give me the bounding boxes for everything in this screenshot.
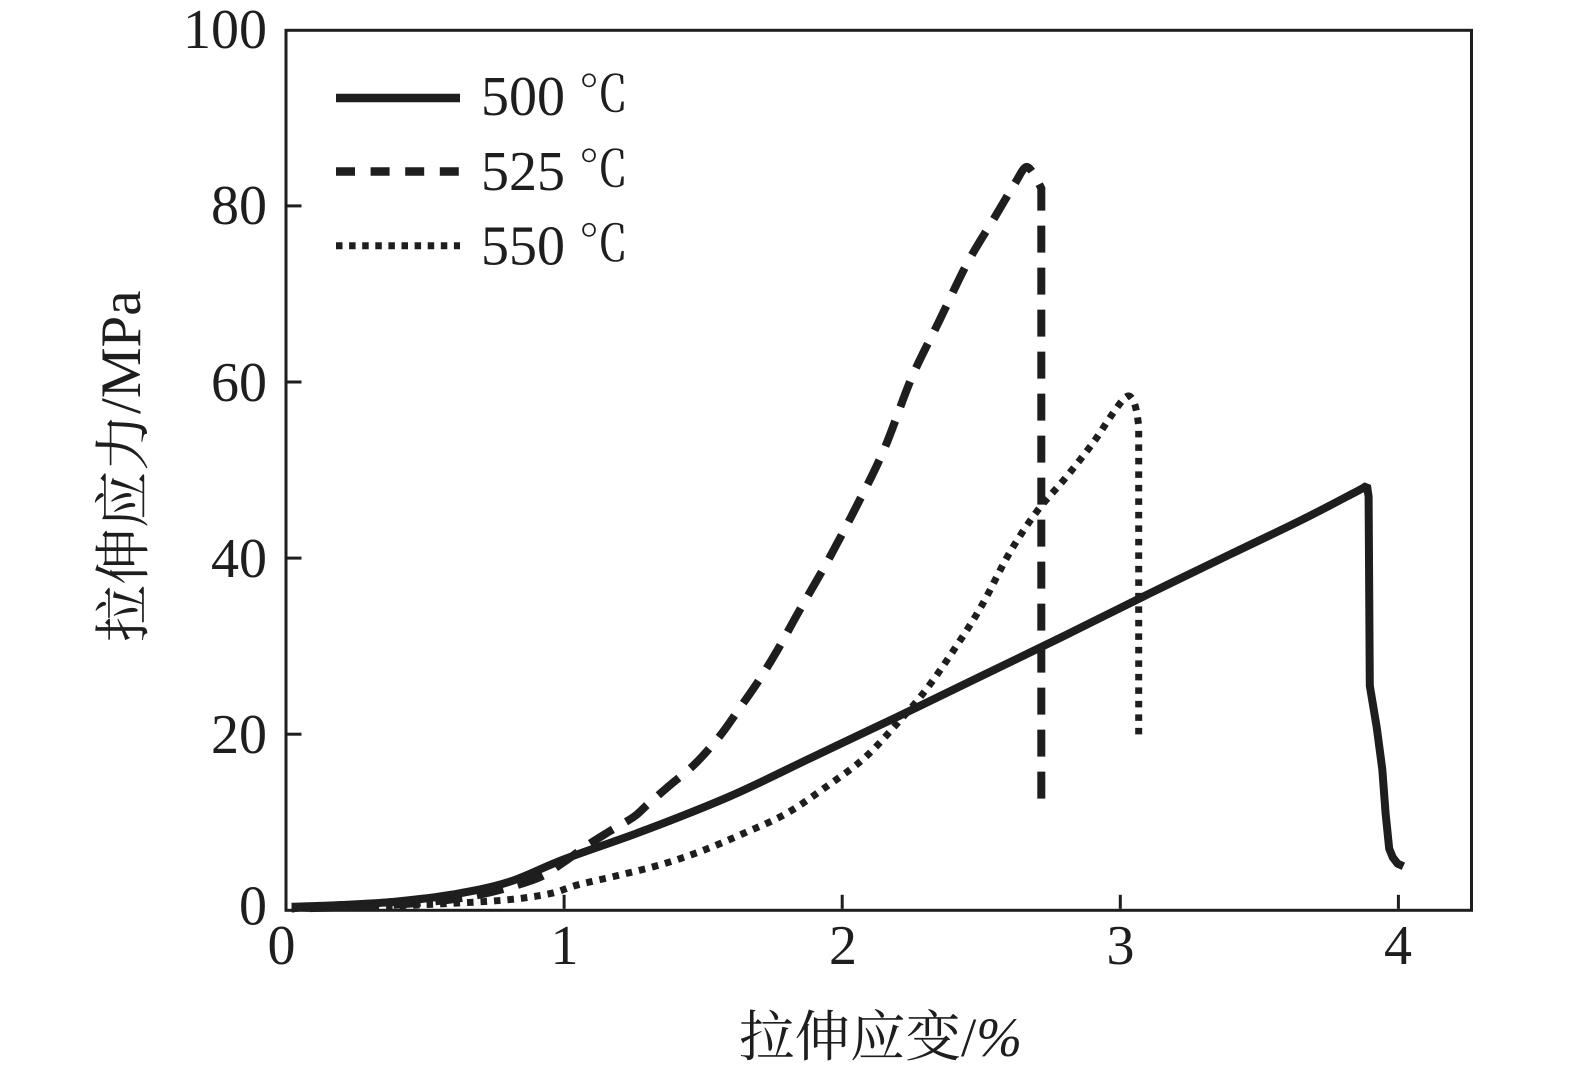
svg-text:40: 40 [211, 528, 267, 590]
svg-text:4: 4 [1384, 915, 1412, 977]
svg-text:1: 1 [551, 915, 579, 977]
svg-text:/%: /% [961, 1007, 1022, 1068]
svg-text:525: 525 [481, 141, 565, 203]
svg-text:80: 80 [211, 175, 267, 237]
svg-text:550: 550 [481, 216, 565, 278]
svg-text:/MPa: /MPa [90, 290, 153, 414]
svg-text:3: 3 [1107, 915, 1135, 977]
svg-text:0: 0 [268, 915, 296, 977]
svg-text:500: 500 [481, 66, 565, 128]
svg-text:100: 100 [183, 0, 267, 61]
svg-text:2: 2 [829, 915, 857, 977]
svg-text:20: 20 [211, 704, 267, 766]
svg-text:60: 60 [211, 352, 267, 414]
svg-text:0: 0 [239, 876, 267, 938]
